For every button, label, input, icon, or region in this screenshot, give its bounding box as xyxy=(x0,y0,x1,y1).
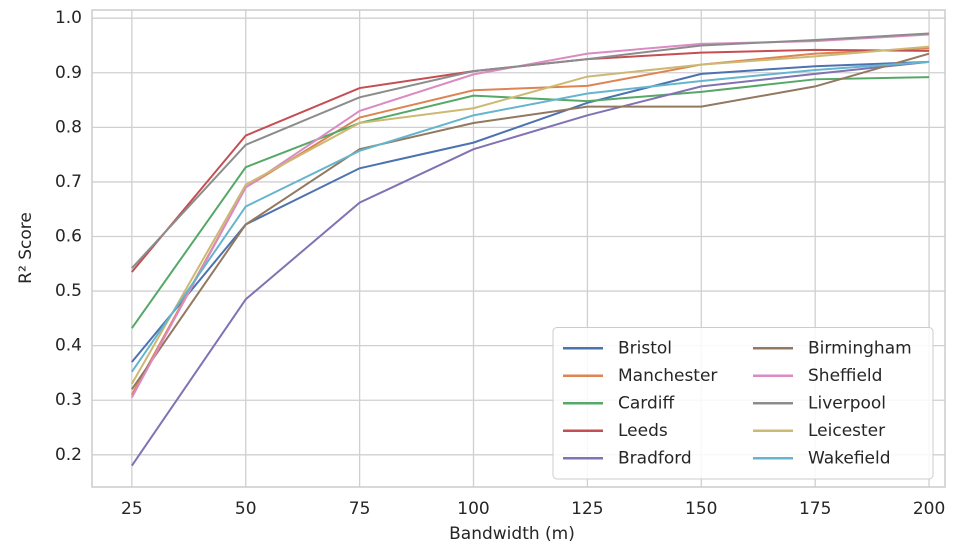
x-axis-label: Bandwidth (m) xyxy=(449,524,575,544)
y-tick-label: 0.2 xyxy=(55,445,82,465)
legend-label: Liverpool xyxy=(808,393,886,413)
line-series xyxy=(131,48,930,273)
legend-label: Birmingham xyxy=(808,338,912,358)
plot-frame xyxy=(91,9,946,488)
y-tick-label: 0.4 xyxy=(55,336,82,356)
legend-label: Sheffield xyxy=(808,366,882,386)
line-series xyxy=(131,60,930,373)
legend-label: Bristol xyxy=(618,338,672,358)
x-tick-label: 25 xyxy=(121,499,143,519)
y-tick-label: 0.8 xyxy=(55,117,82,137)
legend-label: Wakefield xyxy=(808,448,891,468)
x-tick-label: 175 xyxy=(799,499,831,519)
legend-label: Leeds xyxy=(618,421,668,441)
line-series xyxy=(131,76,930,329)
line-series xyxy=(131,60,930,467)
y-tick-label: 0.5 xyxy=(55,281,82,301)
x-tick-label: 75 xyxy=(349,499,371,519)
y-tick-label: 0.9 xyxy=(55,63,82,83)
x-tick-label: 150 xyxy=(685,499,717,519)
line-series xyxy=(131,52,930,390)
x-tick-label: 100 xyxy=(457,499,489,519)
line-series xyxy=(131,32,930,269)
legend-label: Manchester xyxy=(618,366,717,386)
legend-box xyxy=(552,327,934,480)
y-tick-label: 0.6 xyxy=(55,226,82,246)
x-tick-label: 125 xyxy=(571,499,603,519)
y-tick-label: 0.7 xyxy=(55,172,82,192)
legend-label: Bradford xyxy=(618,448,692,468)
y-tick-label: 1.0 xyxy=(55,8,82,28)
x-tick-label: 50 xyxy=(235,499,257,519)
x-tick-label: 200 xyxy=(913,499,945,519)
line-series xyxy=(130,45,930,385)
legend-label: Cardiff xyxy=(618,393,675,413)
line-series xyxy=(131,60,930,363)
y-tick-label: 0.3 xyxy=(55,390,82,410)
y-axis-label: R² Score xyxy=(16,212,36,284)
legend-label: Leicester xyxy=(808,421,885,441)
